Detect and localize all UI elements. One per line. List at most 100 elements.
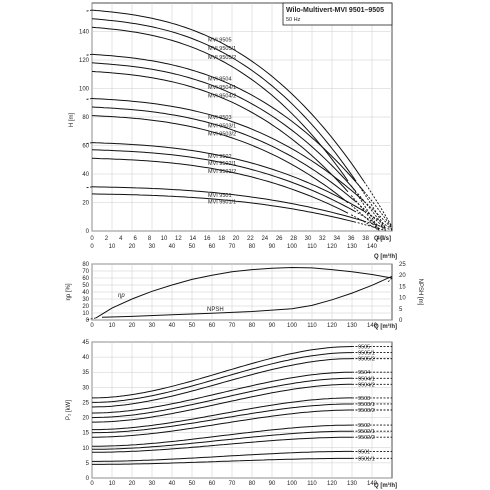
eff-y-tick: 0 [86,318,90,324]
power-curve [92,352,352,403]
head-series-label: MVI 9505 [208,37,232,43]
power-x-tick: 40 [169,481,176,487]
power-curve [92,409,352,438]
npsh-y-tick: 25 [399,262,406,268]
head-x-tick-ls: 30 [305,236,312,242]
title-box [282,2,393,26]
head-x-tick-ls: 6 [134,236,138,242]
power-y-tick: 45 [82,340,89,346]
power-series-label: 9505 [358,345,370,351]
head-y-tick: 100 [79,87,90,93]
npsh-y-axis-label: NPSH [m] [417,279,423,306]
head-x-tick-ls: 28 [290,236,297,242]
power-x-tick: 120 [327,481,338,487]
head-curve [91,26,349,182]
npsh-y-tick: 20 [399,273,406,279]
power-x-tick: 60 [209,481,216,487]
head-y-tick: 20 [82,201,89,207]
head-y-tick: 120 [79,58,90,64]
power-curve [91,403,352,434]
head-x-tick-m3h: 120 [327,244,338,250]
head-series-label: MVI 9502/1 [208,161,236,167]
power-x-tick: 100 [287,481,298,487]
head-shutoff-extension [85,53,93,56]
power-series-label: 9504/1 [358,376,375,382]
power-x-tick: 30 [149,481,156,487]
head-x-tick-ls: 40 [377,236,384,242]
eff-y-tick: 70 [82,269,89,275]
head-curve-extension [350,185,380,230]
head-series-label: MVI 9504/2 [208,93,236,99]
power-x-axis-label: Q [m³/h] [374,482,397,489]
power-series-label: 9503/2 [358,408,375,414]
npsh-curve-label: NPSH [207,307,224,313]
efficiency-x-axis-label: Q [m³/h] [374,323,397,330]
head-curve-extension [364,220,393,231]
eff-x-tick: 130 [347,323,358,329]
head-chart-grid [91,3,392,232]
power-y-tick: 35 [82,370,89,376]
power-x-tick: 0 [90,481,94,487]
head-x-tick-ls: 22 [247,236,254,242]
power-y-tick: 40 [82,355,89,361]
head-chart-curves: MVI 9505 MVI 9505/1 MVI 9505/2 MVI 9504 MVI … [85,9,393,231]
head-x-tick-m3h: 50 [189,244,196,250]
head-x-tick-ls: 18 [218,236,225,242]
power-series-label: 9505/1 [358,351,375,357]
efficiency-curve-label: ηp [118,293,125,299]
head-x-axis-label-ls: Q [l/s] [374,236,391,242]
head-x-tick-ls: 26 [276,236,283,242]
head-curve [91,53,365,192]
head-x-tick-m3h: 0 [90,244,94,250]
head-y-tick: 140 [79,30,90,36]
eff-x-tick: 50 [189,323,196,329]
power-chart-panel: 95059505/19505/295049504/19504/295039503… [66,340,397,489]
head-x-tick-m3h: 130 [347,244,358,250]
head-y-tick: 40 [82,172,89,178]
head-y-tick: 60 [82,144,89,150]
head-curve [91,70,349,193]
eff-x-tick: 70 [229,323,236,329]
head-curve-extension [357,212,386,231]
head-curve [91,157,349,214]
power-x-tick: 70 [229,481,236,487]
power-x-tick: 140 [367,481,378,487]
head-x-tick-ls: 38 [362,236,369,242]
head-curve [91,106,357,203]
npsh-y-tick: 10 [399,296,406,302]
eff-y-tick: 80 [82,262,89,268]
npsh-y-tick: 5 [399,307,403,313]
power-y-tick: 25 [82,400,89,406]
eff-y-tick: 20 [82,304,89,310]
power-series-label: 9502/1 [358,429,375,435]
head-x-tick-ls: 14 [189,236,196,242]
head-x-tick-m3h: 90 [269,244,276,250]
head-curve-extension [363,210,393,230]
head-series-label: MVI 9503/1 [208,123,236,129]
chart-title: Wilo-Multivert-MVI 9501–9505 [286,7,384,14]
eff-x-tick: 90 [269,323,276,329]
head-x-tick-m3h: 100 [287,244,298,250]
power-curve [91,358,353,408]
head-x-tick-ls: 10 [161,236,168,242]
power-series-label: 9505/2 [358,357,375,363]
npsh-curve [101,275,393,318]
head-series-label: MVI 9502/2 [208,169,236,175]
head-x-tick-ls: 4 [119,236,123,242]
head-x-tick-ls: 20 [233,236,240,242]
head-curve-extension [363,191,393,229]
power-series-label: 9501 [358,449,370,455]
power-y-tick: 20 [82,416,89,422]
head-curve [91,115,349,204]
eff-x-tick: 100 [287,323,298,329]
head-curve-extension [357,203,387,230]
head-shutoff-extension [85,142,93,145]
efficiency-npsh-panel: 0 10 20 30 40 50 60 70 80 90 100 110 120 130 140010203… [66,262,423,330]
power-curve [92,397,352,431]
head-series-label: MVI 9501 [208,193,232,199]
power-chart-curves: 95059505/19505/295049504/19504/295039503… [91,345,392,465]
eff-x-tick: 20 [129,323,136,329]
head-series-label: MVI 9504 [208,76,232,82]
head-shutoff-extension [85,98,93,100]
head-curve [91,193,357,223]
